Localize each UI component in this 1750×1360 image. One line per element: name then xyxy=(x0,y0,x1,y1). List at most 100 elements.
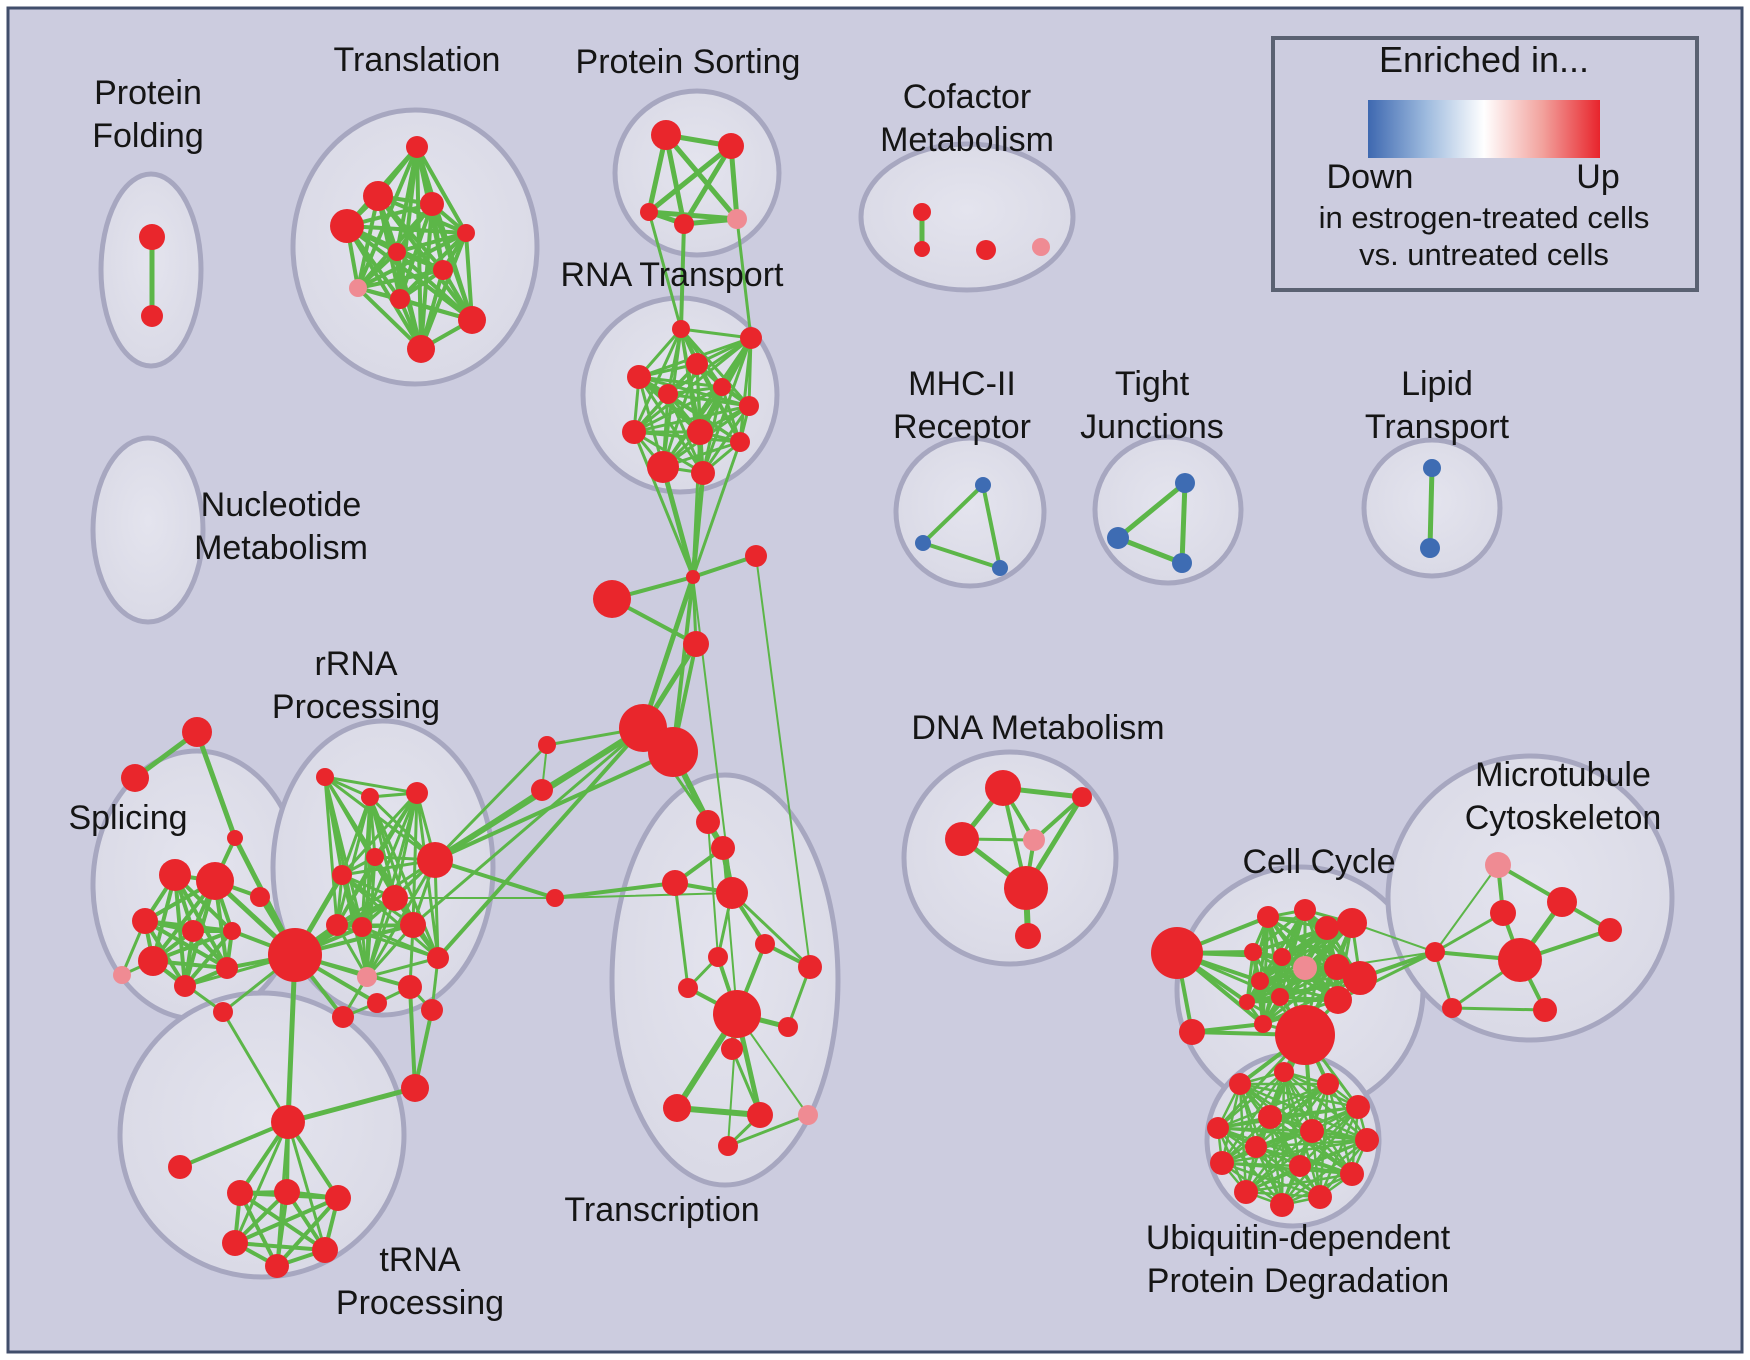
gene-set-node-up xyxy=(250,887,270,907)
graph-edge xyxy=(691,554,758,579)
gene-set-node-up xyxy=(713,378,731,396)
gene-set-node-up xyxy=(382,885,408,911)
gene-set-node-up-weak xyxy=(1485,852,1511,878)
graph-edge-rrna-core xyxy=(365,956,440,979)
cluster-label-nucleotide-metabolism: Metabolism xyxy=(194,529,368,567)
cluster-ellipse-dna-metabolism xyxy=(901,749,1119,967)
gene-set-node-up xyxy=(662,870,688,896)
gene-set-node-up xyxy=(1239,994,1255,1010)
gene-set-node-up xyxy=(398,975,422,999)
gene-set-node-up xyxy=(686,353,708,375)
gene-set-node-up xyxy=(1229,1073,1251,1095)
graph-edge xyxy=(735,217,753,340)
gene-set-node-up-weak xyxy=(349,279,367,297)
gene-set-node-up xyxy=(711,836,735,860)
graph-edge-translation-core xyxy=(356,231,468,290)
cluster-label-cell-cycle: Cell Cycle xyxy=(1242,843,1395,881)
gene-set-node-up-weak xyxy=(357,967,377,987)
graph-edge-rrna-core xyxy=(360,925,440,960)
gene-set-node-up xyxy=(745,545,767,567)
graph-edge xyxy=(707,821,719,958)
graph-edge xyxy=(1434,864,1499,953)
gene-set-node-up xyxy=(678,978,698,998)
graph-edge-trna-hexagon xyxy=(233,1241,327,1252)
gene-set-node-up xyxy=(739,396,759,416)
gene-set-node-up xyxy=(713,990,761,1038)
gene-set-node-up xyxy=(326,914,348,936)
gene-set-node-up xyxy=(316,768,334,786)
graph-edge xyxy=(1115,480,1188,541)
gene-set-node-up xyxy=(718,133,744,159)
cluster-label-microtubule-cytoskeleton: Microtubule xyxy=(1475,756,1651,794)
graph-edge xyxy=(1115,535,1185,566)
gene-set-node-up xyxy=(976,240,996,260)
gene-set-node-up xyxy=(268,928,322,982)
graph-edge-translation-core xyxy=(345,224,468,235)
cluster-label-tight-junctions: Tight xyxy=(1115,365,1190,403)
gene-set-node-down xyxy=(1175,473,1195,493)
cluster-label-tight-junctions: Junctions xyxy=(1080,408,1224,446)
graph-edge xyxy=(632,430,695,579)
gene-set-node-up xyxy=(1315,916,1339,940)
gene-set-node-up xyxy=(1498,938,1542,982)
gene-set-node-up xyxy=(914,241,930,257)
graph-edge xyxy=(1179,480,1188,566)
gene-set-node-up xyxy=(1179,1019,1205,1045)
gene-set-node-up xyxy=(274,1179,300,1205)
graph-edge-ubiquitin-core xyxy=(1268,1105,1360,1119)
graph-edge-trna-hexagon xyxy=(233,1196,340,1245)
graph-edge-rna-transport-core xyxy=(632,336,753,434)
cluster-label-microtubule-cytoskeleton: Cytoskeleton xyxy=(1465,799,1662,837)
graph-edge xyxy=(921,483,985,545)
gene-set-node-up xyxy=(1210,1151,1234,1175)
graph-edge xyxy=(233,1120,290,1245)
graph-edge xyxy=(285,952,298,1125)
gene-set-node-up xyxy=(985,770,1021,806)
gene-set-node-up xyxy=(1257,906,1279,928)
graph-edge-protein-sorting-core xyxy=(663,132,740,222)
graph-edge-rrna-core xyxy=(335,855,377,927)
gene-set-node-up xyxy=(696,810,720,834)
gene-set-node-down xyxy=(1420,538,1440,558)
cluster-ellipse-cofactor-metabolism xyxy=(858,141,1076,293)
gene-set-node-up xyxy=(718,1136,738,1156)
graph-edge-ubiquitin-core xyxy=(1216,1126,1284,1207)
legend-caption-line2: vs. untreated cells xyxy=(1359,237,1609,272)
graph-edge-protein-sorting-core xyxy=(646,143,734,215)
gene-set-node-up xyxy=(1254,1015,1272,1033)
graph-edge xyxy=(636,374,703,435)
graph-edge-ubiquitin-core xyxy=(1244,1129,1314,1194)
gene-set-node-up xyxy=(1343,961,1377,995)
gene-set-node-up xyxy=(1004,866,1048,910)
gene-set-node-up xyxy=(1533,998,1557,1022)
gene-set-node-up xyxy=(687,419,713,445)
graph-edge-rna-transport-core xyxy=(632,404,751,434)
gene-set-node-down xyxy=(1423,459,1441,477)
graph-edge xyxy=(691,430,702,579)
gene-set-node-up xyxy=(658,384,678,404)
graph-edge xyxy=(1450,1006,1547,1012)
graph-edge-ubiquitin-core xyxy=(1220,1161,1302,1168)
gene-set-node-up xyxy=(1244,943,1262,961)
gene-set-node-up xyxy=(672,320,690,338)
cluster-label-rna-transport: RNA Transport xyxy=(561,256,785,294)
gene-set-node-up xyxy=(531,779,553,801)
gene-set-node-up xyxy=(420,192,444,216)
graph-edge-ubiquitin-core xyxy=(1220,1070,1286,1165)
cluster-label-mhc-ii-receptor: MHC-II xyxy=(908,365,1016,403)
graph-edge xyxy=(554,892,733,899)
graph-edge-trna-hexagon xyxy=(275,1196,340,1268)
gene-set-node-up xyxy=(716,877,748,909)
cluster-label-cofactor-metabolism: Cofactor xyxy=(903,78,1032,116)
gene-set-node-up xyxy=(1207,1117,1229,1139)
gene-set-node-up xyxy=(1340,1162,1364,1186)
graph-edge-cell-cycle-core xyxy=(1261,965,1339,1026)
gene-set-node-up xyxy=(1317,1073,1339,1095)
graph-edge xyxy=(194,729,238,841)
graph-edge-splicing-core xyxy=(173,873,187,988)
graph-edge-rna-transport-core xyxy=(666,392,751,408)
gene-set-node-up xyxy=(1294,899,1316,921)
graph-edge-translation-core xyxy=(419,231,468,351)
gene-set-node-up xyxy=(330,209,364,243)
gene-set-node-up xyxy=(1308,1185,1332,1209)
